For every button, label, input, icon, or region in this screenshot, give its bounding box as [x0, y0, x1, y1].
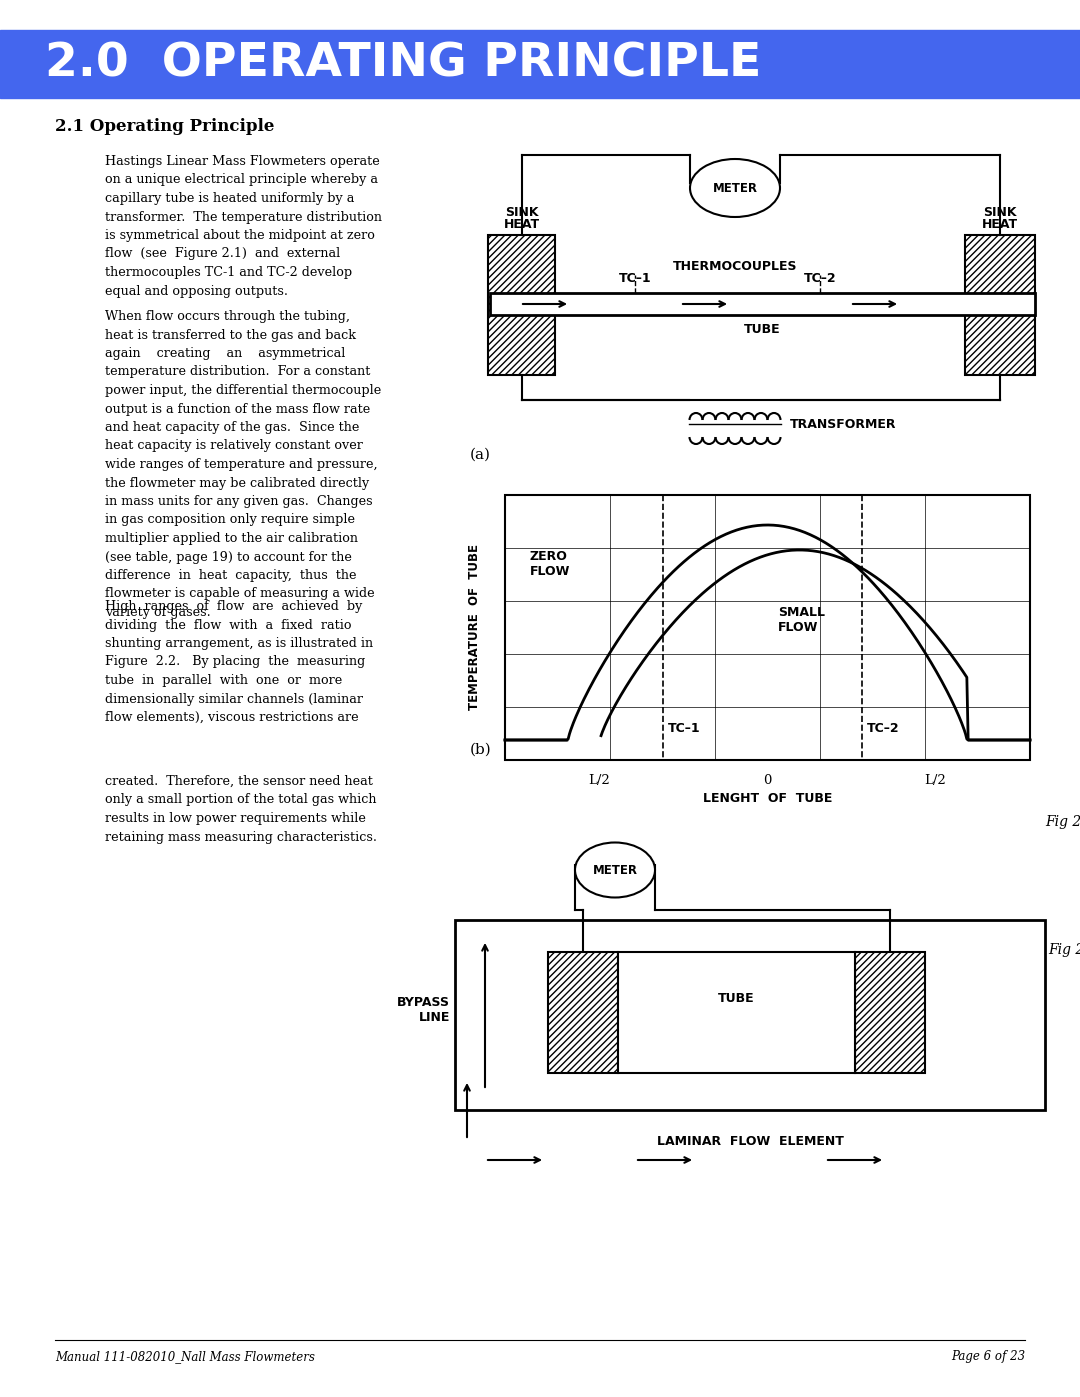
Text: When flow occurs through the tubing,
heat is transferred to the gas and back
aga: When flow occurs through the tubing, hea…: [105, 310, 381, 619]
Text: 0: 0: [764, 774, 772, 787]
Text: HEAT: HEAT: [982, 218, 1018, 231]
Text: TUBE: TUBE: [744, 323, 781, 337]
Text: (a): (a): [470, 448, 491, 462]
Text: TRANSFORMER: TRANSFORMER: [789, 418, 896, 430]
Text: TUBE: TUBE: [718, 992, 755, 1004]
Text: Manual 111-082010_Nall Mass Flowmeters: Manual 111-082010_Nall Mass Flowmeters: [55, 1350, 315, 1363]
Text: THERMOCOUPLES: THERMOCOUPLES: [673, 260, 797, 272]
Text: High  ranges  of  flow  are  achieved  by
dividing  the  flow  with  a  fixed  r: High ranges of flow are achieved by divi…: [105, 599, 373, 724]
Text: Page 6 of 23: Page 6 of 23: [950, 1350, 1025, 1363]
Text: created.  Therefore, the sensor need heat
only a small portion of the total gas : created. Therefore, the sensor need heat…: [105, 775, 377, 844]
Text: ZERO
FLOW: ZERO FLOW: [530, 550, 570, 578]
Bar: [548, 951, 618, 1073]
Text: TEMPERATURE  OF  TUBE: TEMPERATURE OF TUBE: [469, 545, 482, 711]
Text: LAMINAR  FLOW  ELEMENT: LAMINAR FLOW ELEMENT: [657, 1134, 843, 1148]
Text: TC–1: TC–1: [667, 722, 700, 735]
Bar: [0, 29, 1080, 98]
Bar: [455, 921, 1045, 1111]
Text: Hastings Linear Mass Flowmeters operate
on a unique electrical principle whereby: Hastings Linear Mass Flowmeters operate …: [105, 155, 382, 298]
Text: L/2: L/2: [589, 774, 610, 787]
Text: TC–2: TC–2: [867, 722, 900, 735]
Text: BYPASS
LINE: BYPASS LINE: [397, 996, 450, 1024]
Bar: [618, 951, 855, 1073]
Text: SINK: SINK: [983, 205, 1016, 219]
Text: METER: METER: [593, 863, 637, 876]
Text: Fig 2.1: Fig 2.1: [1045, 814, 1080, 828]
Ellipse shape: [690, 159, 780, 217]
Bar: [488, 235, 555, 374]
Text: HEAT: HEAT: [503, 218, 540, 231]
Bar: [505, 495, 1030, 760]
Text: METER: METER: [713, 182, 757, 194]
Text: 2.0  OPERATING PRINCIPLE: 2.0 OPERATING PRINCIPLE: [45, 42, 761, 87]
Text: LENGHT  OF  TUBE: LENGHT OF TUBE: [703, 792, 833, 805]
Bar: [966, 235, 1035, 374]
Text: TC–2: TC–2: [804, 272, 836, 285]
Text: TC–1: TC–1: [619, 272, 651, 285]
Text: SINK: SINK: [504, 205, 538, 219]
Text: SMALL
FLOW: SMALL FLOW: [778, 606, 825, 634]
Bar: [490, 293, 1035, 314]
Bar: [855, 951, 924, 1073]
Text: 2.1 Operating Principle: 2.1 Operating Principle: [55, 117, 274, 136]
Text: L/2: L/2: [924, 774, 946, 787]
Text: Fig 2.2: Fig 2.2: [1048, 943, 1080, 957]
Text: (b): (b): [470, 743, 491, 757]
Ellipse shape: [575, 842, 654, 897]
